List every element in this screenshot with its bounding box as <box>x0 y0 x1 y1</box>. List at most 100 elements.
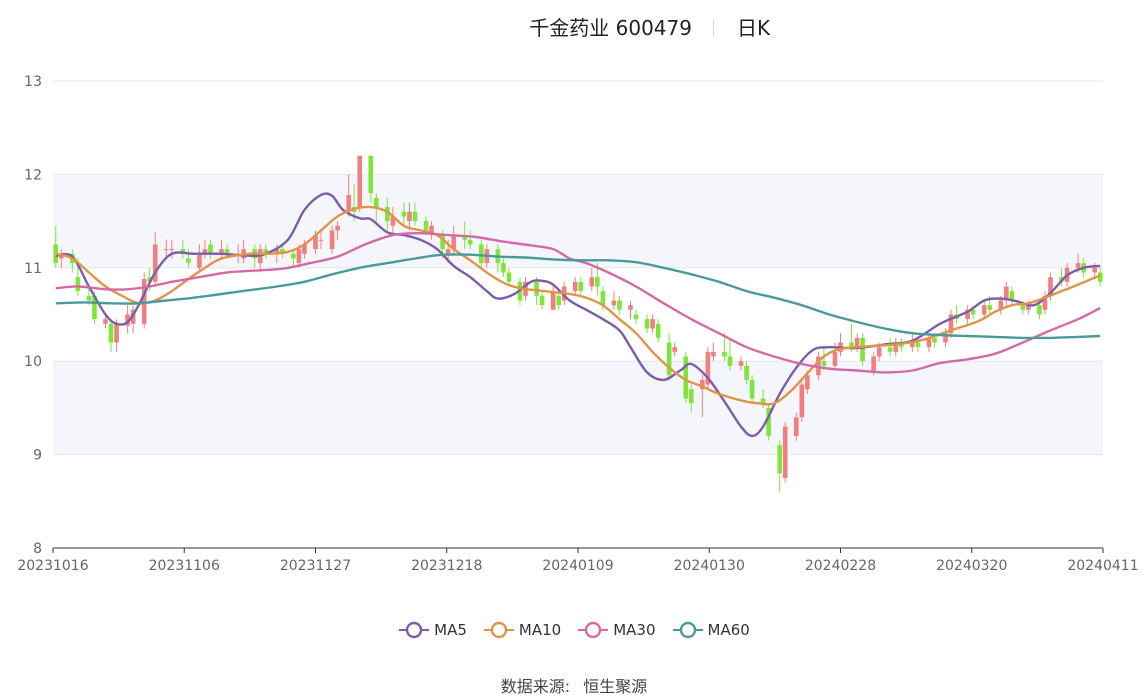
candle-up <box>926 337 932 348</box>
candle-up <box>1026 305 1031 310</box>
candle-down <box>401 211 407 217</box>
legend-item-ma5[interactable]: MA5 <box>398 620 467 640</box>
candle-down <box>385 207 390 222</box>
candle-down <box>1020 305 1026 310</box>
candle-up <box>793 417 799 436</box>
x-tick-label: 20240320 <box>936 558 1007 574</box>
candle-down <box>617 300 622 310</box>
candle-up <box>611 300 617 306</box>
title-separator <box>713 20 714 36</box>
candle-up <box>357 155 363 208</box>
legend-marker-icon <box>399 621 430 639</box>
data-source-label: 数据来源: <box>500 677 571 696</box>
legend-item-ma60[interactable]: MA60 <box>672 620 750 640</box>
legend-marker-icon <box>672 621 703 639</box>
candle-down <box>633 314 639 320</box>
candle-down <box>760 398 766 404</box>
candle-down <box>53 244 59 264</box>
candle-up <box>550 291 556 310</box>
candle-up <box>711 351 716 357</box>
chart-title-period: 日K <box>737 16 771 40</box>
x-tick-label: 20240109 <box>542 558 613 574</box>
x-tick-label: 20240130 <box>674 558 745 574</box>
chart-title: 千金药业 600479 日K <box>0 8 1148 40</box>
legend-label: MA60 <box>707 621 750 639</box>
candle-down <box>462 235 468 240</box>
y-tick-label: 10 <box>24 354 42 370</box>
candle-down <box>147 277 153 282</box>
candle-down <box>412 211 418 222</box>
ma-line-ma10 <box>55 205 1101 406</box>
candle-down <box>600 291 606 306</box>
candle-up <box>313 235 318 250</box>
legend-item-ma10[interactable]: MA10 <box>483 620 561 640</box>
candle-up <box>346 194 351 212</box>
candle-up <box>981 305 987 315</box>
candle-up <box>910 342 915 348</box>
candle-up <box>871 356 876 371</box>
candle-down <box>987 305 993 310</box>
candle-down <box>915 342 921 348</box>
candle-down <box>970 309 976 315</box>
candle-up <box>628 305 633 310</box>
chart-legend: MA5 MA10 MA30 MA60 <box>0 620 1148 644</box>
x-tick-label: 20240228 <box>805 558 876 574</box>
plot-band <box>53 361 1103 455</box>
data-source: 数据来源: 恒生聚源 <box>0 673 1148 697</box>
candle-up <box>114 323 119 343</box>
candle-down <box>887 347 893 352</box>
candle-down <box>1009 291 1015 301</box>
candle-up <box>407 211 412 222</box>
candle-down <box>1097 272 1103 282</box>
candle-up <box>125 314 130 326</box>
candle-down <box>821 361 827 366</box>
candle-down <box>186 258 191 264</box>
candle-down <box>86 295 92 301</box>
chart-title-stock: 千金药业 600479 <box>529 16 692 40</box>
candle-up <box>799 384 805 418</box>
candle-up <box>672 347 678 352</box>
candle-up <box>163 249 169 251</box>
candle-down <box>932 337 937 343</box>
y-tick-label: 8 <box>33 541 42 557</box>
ma-line-ma60 <box>55 253 1101 340</box>
candle-down <box>722 351 727 357</box>
y-tick-label: 13 <box>24 74 42 90</box>
candle-up <box>197 253 202 268</box>
candle-up <box>329 230 335 250</box>
candle-up <box>738 361 744 366</box>
candle-down <box>534 281 539 296</box>
x-tick-label: 20231106 <box>149 558 220 574</box>
candle-up <box>876 347 882 357</box>
legend-label: MA30 <box>613 621 656 639</box>
x-tick-label: 20231127 <box>280 558 351 574</box>
candle-down <box>506 272 512 282</box>
candle-down <box>224 249 230 254</box>
candle-down <box>75 277 81 292</box>
candle-up <box>998 300 1004 310</box>
candle-up <box>572 281 578 292</box>
candle-up <box>152 244 158 282</box>
candle-up <box>390 216 396 226</box>
candle-down <box>556 295 561 306</box>
candle-down <box>1037 305 1042 315</box>
candle-down <box>655 323 661 338</box>
candle-down <box>849 342 854 348</box>
candle-up <box>1042 295 1048 310</box>
legend-label: MA10 <box>518 621 562 639</box>
candle-down <box>539 295 545 306</box>
y-tick-label: 9 <box>33 448 42 464</box>
candle-down <box>92 295 97 320</box>
candle-up <box>854 337 860 348</box>
candle-down <box>108 323 114 343</box>
candle-down <box>727 356 733 366</box>
x-tick-label: 20231218 <box>411 558 482 574</box>
candle-up <box>650 319 655 329</box>
candle-down <box>749 379 755 399</box>
candle-up <box>700 379 705 390</box>
candle-down <box>180 249 186 254</box>
candle-down <box>467 239 473 245</box>
candle-down <box>644 319 650 329</box>
legend-marker-icon <box>483 621 514 639</box>
legend-item-ma30[interactable]: MA30 <box>577 620 656 640</box>
